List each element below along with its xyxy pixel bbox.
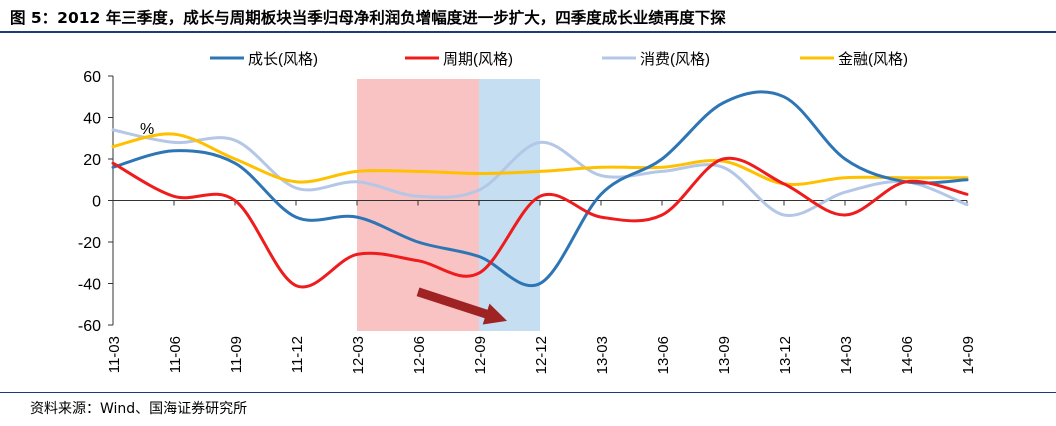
x-tick-label: 14-06 bbox=[899, 336, 916, 374]
trend-arrow bbox=[416, 287, 507, 325]
x-tick-label: 12-12 bbox=[533, 336, 550, 374]
series-line-3 bbox=[111, 128, 969, 218]
x-tick-label: 13-09 bbox=[716, 336, 733, 374]
source-note: 资料来源：Wind、国海证券研究所 bbox=[30, 401, 248, 417]
x-tick-label: 11-12 bbox=[289, 336, 306, 373]
x-tick-label: 14-09 bbox=[960, 336, 977, 374]
x-tick-label: 11-09 bbox=[228, 336, 245, 373]
x-tick-label: 11-03 bbox=[106, 336, 123, 373]
series-line-4 bbox=[111, 132, 969, 186]
x-tick-label: 13-03 bbox=[594, 336, 611, 374]
x-tick-label: 13-12 bbox=[777, 336, 794, 374]
x-tick-label: 14-03 bbox=[838, 336, 855, 374]
y-tick-label: -20 bbox=[78, 235, 101, 252]
legend-label-1: 成长(风格) bbox=[248, 51, 318, 68]
y-tick-label: 40 bbox=[83, 111, 101, 128]
series-line-1 bbox=[111, 90, 969, 288]
y-tick-label: 0 bbox=[92, 194, 101, 211]
line-chart: 60 40 20 0 -20 -40 -60 11-03 11-06 11-09 11-12 12-0… bbox=[78, 51, 977, 374]
y-tick-label: 60 bbox=[83, 69, 101, 86]
title-rule bbox=[0, 31, 1056, 33]
legend-label-4: 金融(风格) bbox=[838, 51, 908, 68]
y-tick-label: -40 bbox=[78, 277, 101, 294]
unit-label: % bbox=[140, 121, 154, 138]
y-tick-label: 20 bbox=[83, 152, 101, 169]
legend-label-2: 周期(风格) bbox=[443, 51, 513, 68]
x-tick-label: 12-03 bbox=[350, 336, 367, 374]
y-tick-label: -60 bbox=[78, 318, 101, 335]
x-tick-label: 11-06 bbox=[167, 336, 184, 373]
series-line-2 bbox=[111, 156, 969, 289]
x-tick-label: 12-09 bbox=[472, 336, 489, 374]
source-rule bbox=[0, 392, 1056, 393]
x-tick-label: 12-06 bbox=[411, 336, 428, 374]
x-tick-label: 13-06 bbox=[655, 336, 672, 374]
figure-title: 图 5：2012 年三季度，成长与周期板块当季归母净利润负增幅度进一步扩大，四季… bbox=[10, 9, 726, 27]
legend-label-3: 消费(风格) bbox=[640, 51, 710, 68]
